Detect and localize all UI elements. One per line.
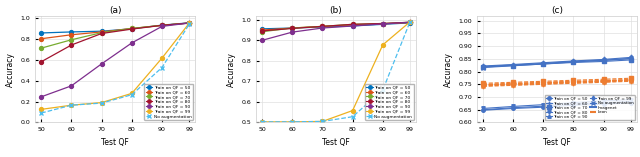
X-axis label: Test QF: Test QF [543,138,571,147]
Legend: Train on QF = 50, Train on QF = 60, Train on QF = 70, Train on QF = 80, Train on: Train on QF = 50, Train on QF = 60, Trai… [545,95,635,120]
Y-axis label: Accuracy: Accuracy [227,52,236,87]
X-axis label: Test QF: Test QF [101,138,129,147]
Y-axis label: Accuracy: Accuracy [444,52,452,87]
X-axis label: Test QF: Test QF [322,138,350,147]
Legend: Train on QF = 50, Train on QF = 60, Train on QF = 70, Train on QF = 80, Train on: Train on QF = 50, Train on QF = 60, Trai… [365,84,414,120]
Title: (b): (b) [330,6,342,15]
Y-axis label: Accuracy: Accuracy [6,52,15,87]
Title: (c): (c) [551,6,563,15]
Title: (a): (a) [109,6,122,15]
Legend: Train on QF = 50, Train on QF = 60, Train on QF = 70, Train on QF = 80, Train on: Train on QF = 50, Train on QF = 60, Trai… [144,84,193,120]
